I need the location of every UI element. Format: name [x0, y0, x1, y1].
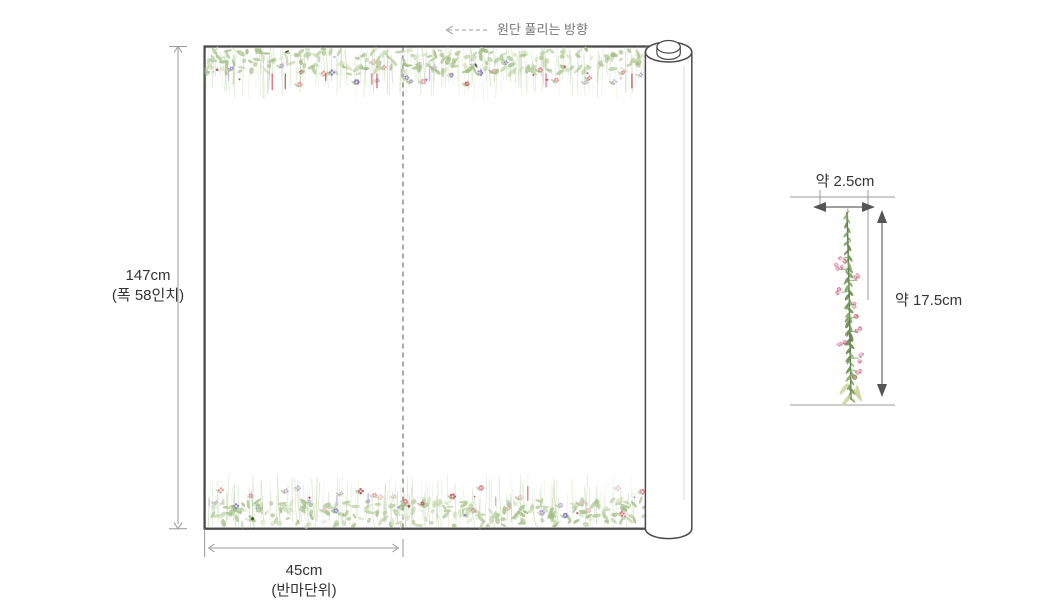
svg-text:45cm: 45cm	[286, 562, 323, 579]
svg-text:약 2.5cm: 약 2.5cm	[816, 173, 875, 190]
svg-text:(폭 58인치): (폭 58인치)	[112, 287, 184, 304]
svg-text:(반마단위): (반마단위)	[271, 582, 336, 599]
svg-text:원단 풀리는 방향: 원단 풀리는 방향	[497, 22, 588, 37]
svg-text:147cm: 147cm	[125, 267, 170, 284]
svg-text:약 17.5cm: 약 17.5cm	[895, 292, 962, 309]
